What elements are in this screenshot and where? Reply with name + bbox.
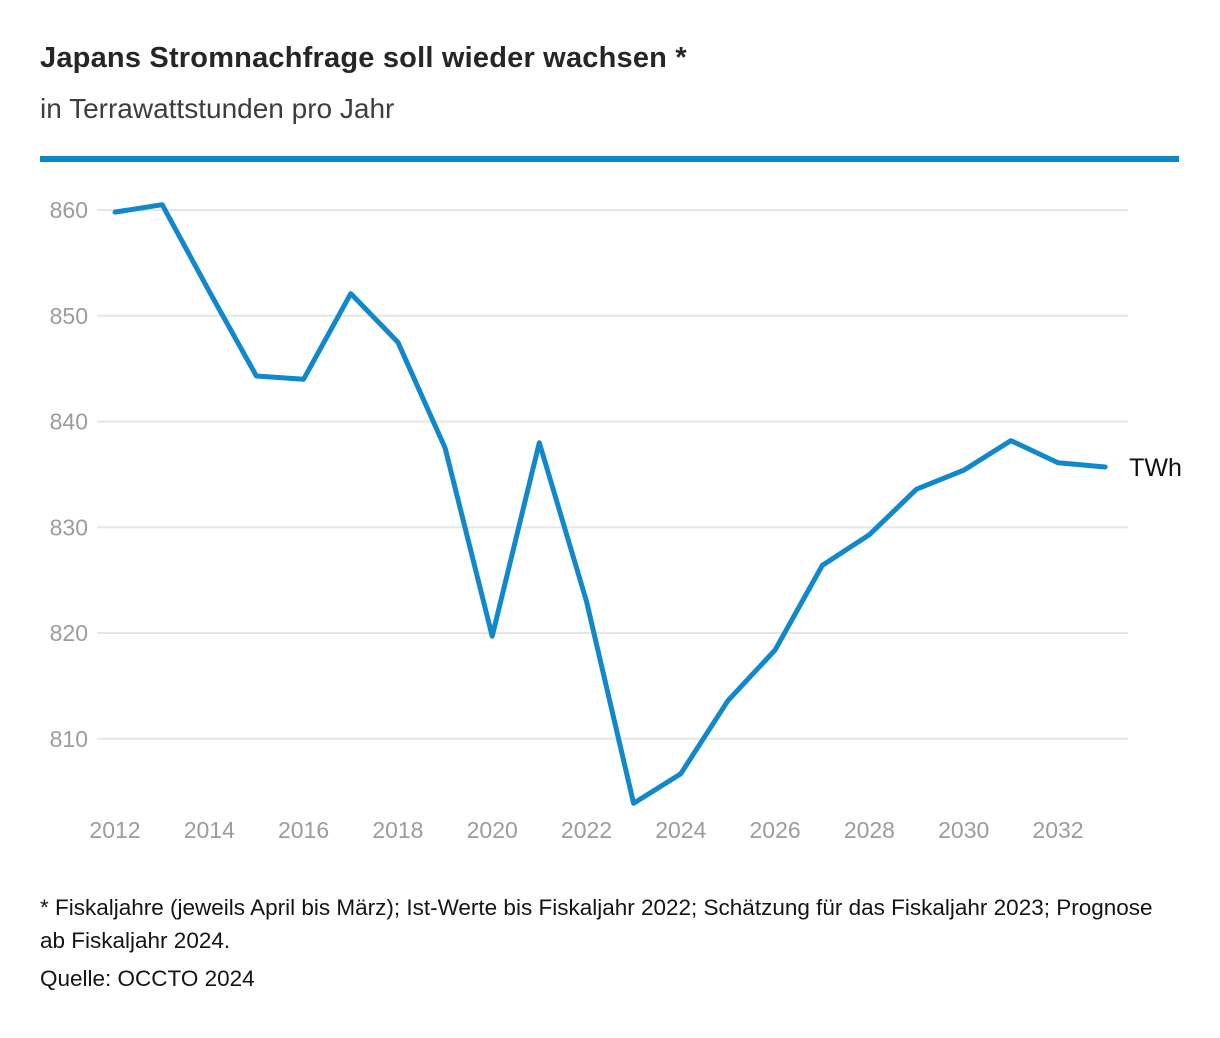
x-tick-label: 2020 — [467, 817, 518, 843]
title-divider-rule — [40, 156, 1179, 162]
page-title: Japans Stromnachfrage soll wieder wachse… — [40, 42, 687, 74]
y-tick-label: 810 — [50, 726, 88, 752]
y-tick-label: 850 — [50, 303, 88, 329]
x-tick-label: 2018 — [372, 817, 423, 843]
x-tick-label: 2022 — [561, 817, 612, 843]
x-tick-label: 2012 — [89, 817, 140, 843]
x-tick-label: 2014 — [184, 817, 235, 843]
footnote-text: * Fiskaljahre (jeweils April bis März); … — [40, 895, 1153, 954]
y-tick-label: 830 — [50, 514, 88, 540]
y-tick-label: 820 — [50, 620, 88, 646]
source-text: Quelle: OCCTO 2024 — [40, 966, 255, 991]
x-tick-label: 2016 — [278, 817, 329, 843]
x-tick-label: 2032 — [1032, 817, 1083, 843]
y-tick-label: 860 — [50, 197, 88, 223]
x-tick-label: 2026 — [750, 817, 801, 843]
x-tick-label: 2028 — [844, 817, 895, 843]
unit-label: TWh — [1129, 454, 1182, 482]
x-tick-label: 2030 — [938, 817, 989, 843]
demand-line — [112, 202, 1108, 806]
demand-line-chart: 810 820 830 840 850 860 2012 2014 2016 2018 2020 20… — [50, 197, 1182, 843]
y-tick-label: 840 — [50, 409, 88, 435]
chart-subtitle: in Terrawattstunden pro Jahr — [40, 93, 395, 124]
x-tick-label: 2024 — [655, 817, 706, 843]
